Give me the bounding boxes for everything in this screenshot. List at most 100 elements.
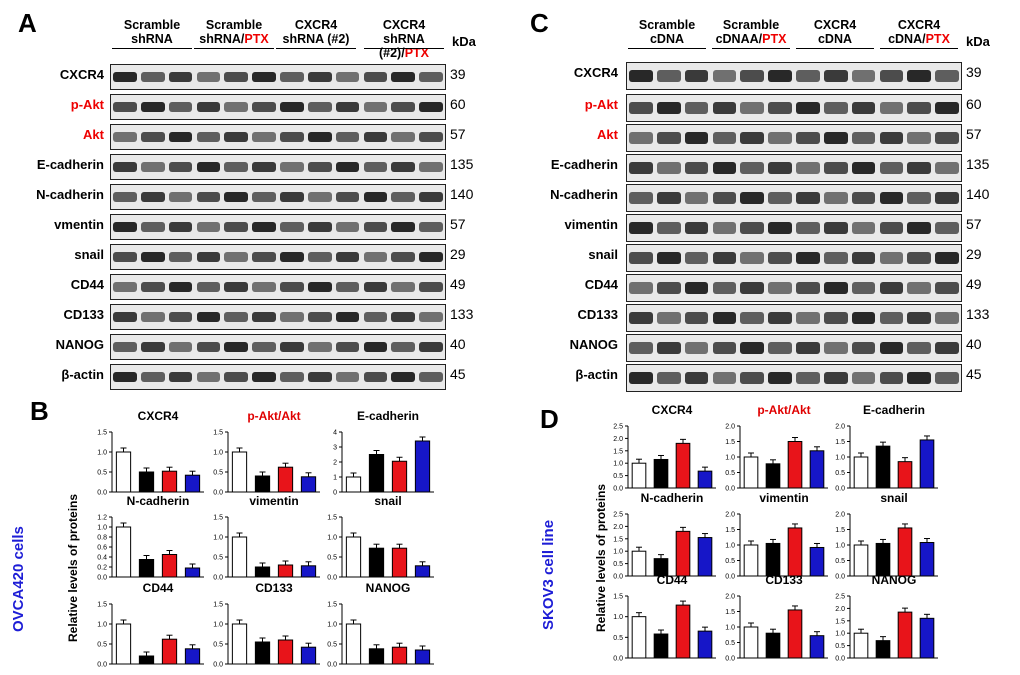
protein-band — [935, 282, 959, 294]
bar — [300, 565, 317, 578]
protein-band — [629, 312, 653, 324]
bar — [919, 439, 935, 489]
protein-band — [823, 222, 848, 234]
protein-band — [419, 71, 443, 83]
y-tick-label: 0.0 — [213, 662, 223, 669]
lane-group-ptx: PTX — [925, 32, 950, 46]
protein-band — [684, 162, 709, 174]
protein-band — [768, 132, 792, 144]
protein-band — [113, 281, 137, 293]
bar — [653, 458, 669, 489]
protein-band — [935, 312, 959, 324]
protein-band — [280, 281, 304, 293]
protein-band — [419, 161, 443, 173]
lane-group-header: Scramble shRNA/PTX — [190, 18, 278, 46]
y-tick-label: 0.8 — [97, 535, 107, 542]
blot-strip — [626, 364, 962, 392]
protein-band — [629, 372, 653, 384]
lane-group-line2: cDNAA/PTX — [708, 32, 794, 46]
y-tick-label: 1.0 — [835, 455, 845, 462]
protein-band — [907, 372, 932, 384]
y-tick-label: 1.5 — [835, 618, 845, 625]
protein-band — [363, 251, 388, 263]
molecular-weight: 60 — [450, 96, 466, 112]
bar — [184, 474, 201, 493]
protein-band — [113, 311, 137, 323]
protein-band — [768, 192, 792, 204]
molecular-weight: 57 — [450, 126, 466, 142]
blot-strip — [626, 274, 962, 302]
protein-band — [196, 131, 221, 143]
protein-band — [363, 311, 388, 323]
bar — [875, 640, 891, 659]
protein-label: N-cadherin — [550, 187, 618, 202]
y-tick-label: 1.5 — [725, 439, 735, 446]
protein-band — [768, 70, 792, 82]
protein-band — [363, 281, 388, 293]
y-tick-label: 2.0 — [725, 424, 735, 431]
protein-band — [712, 342, 737, 354]
protein-label: E-cadherin — [36, 157, 104, 172]
protein-band — [823, 252, 848, 264]
y-tick-label: 1.0 — [97, 450, 107, 457]
lane-group-underline — [112, 48, 192, 49]
protein-band — [391, 311, 416, 323]
y-tick-label: 0 — [333, 490, 337, 497]
y-tick-label: 0.0 — [97, 662, 107, 669]
protein-band — [656, 222, 681, 234]
chart-title: NANOG — [366, 581, 411, 595]
bar — [631, 550, 647, 577]
protein-band — [629, 282, 653, 294]
protein-band — [629, 342, 653, 354]
protein-band — [391, 281, 416, 293]
protein-label: N-cadherin — [36, 187, 104, 202]
molecular-weight: 57 — [966, 216, 982, 232]
protein-band — [879, 222, 904, 234]
protein-band — [196, 161, 221, 173]
blot-strip — [110, 334, 446, 360]
protein-band — [140, 161, 165, 173]
y-tick-label: 0.0 — [613, 486, 623, 493]
protein-band — [307, 221, 332, 233]
protein-band — [768, 222, 792, 234]
protein-band — [391, 251, 416, 263]
bar — [809, 546, 825, 577]
protein-label: snail — [588, 247, 618, 262]
protein-band — [196, 191, 221, 203]
y-tick-label: 1.0 — [725, 625, 735, 632]
y-tick-label: 0.5 — [213, 555, 223, 562]
molecular-weight: 60 — [966, 96, 982, 112]
protein-band — [335, 221, 360, 233]
bar — [697, 630, 713, 659]
y-tick-label: 1.5 — [835, 527, 845, 534]
blot-strip — [626, 334, 962, 362]
lane-group-header: CXCR4 cDNA — [792, 18, 878, 46]
y-tick-label: 2.5 — [613, 424, 623, 431]
protein-band — [224, 131, 249, 143]
lane-group-line2: cDNA — [624, 32, 710, 46]
protein-band — [252, 191, 276, 203]
panel-b-letter: B — [30, 396, 49, 426]
y-tick-label: 4 — [333, 430, 337, 437]
protein-band — [684, 102, 709, 114]
bar — [897, 461, 913, 489]
protein-band — [684, 192, 709, 204]
lane-group-line2: shRNA/PTX — [190, 32, 278, 46]
y-tick-label: 0.5 — [835, 470, 845, 477]
panel-d-letter: D — [540, 404, 559, 434]
protein-band — [768, 342, 792, 354]
protein-band — [712, 252, 737, 264]
lane-group-line1: Scramble — [205, 18, 263, 32]
protein-label: CD44 — [584, 277, 618, 292]
y-tick-label: 1.0 — [613, 614, 623, 621]
protein-band — [656, 282, 681, 294]
protein-band — [768, 282, 792, 294]
y-tick-label: 0.5 — [613, 473, 623, 480]
blot-strip — [110, 124, 446, 150]
protein-band — [796, 222, 820, 234]
protein-label: vmentin — [54, 217, 104, 232]
protein-band — [656, 70, 681, 82]
protein-band — [140, 131, 165, 143]
protein-band — [224, 341, 249, 353]
protein-label: β-actin — [61, 367, 104, 382]
